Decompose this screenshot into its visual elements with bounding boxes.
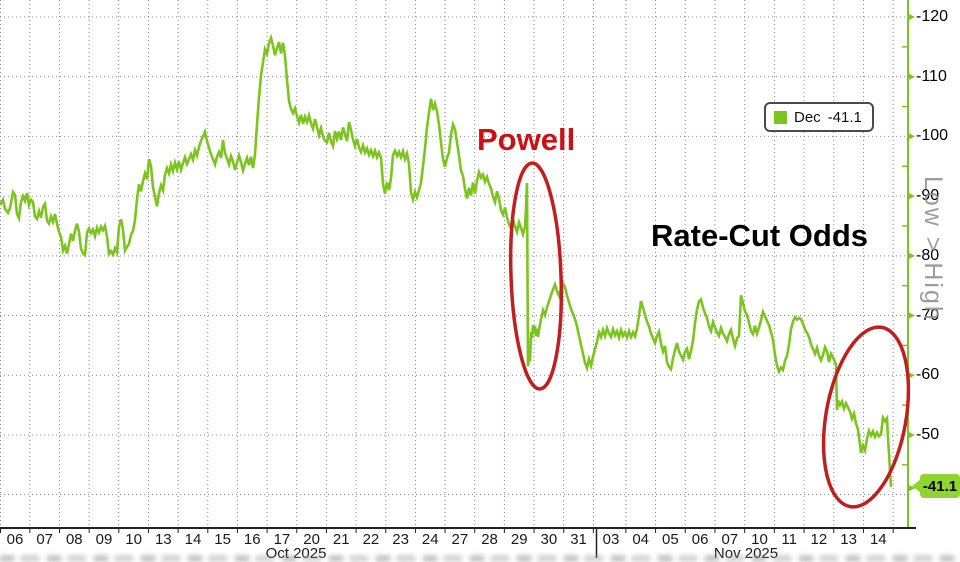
x-tick-label: 16 <box>243 531 261 548</box>
x-tick-label: 13 <box>840 531 857 548</box>
x-tick-label: 06 <box>691 531 709 548</box>
x-tick-label: 10 <box>751 531 768 548</box>
x-tick-label: 10 <box>125 531 142 548</box>
y-tick-label: -60 <box>916 366 940 384</box>
y-tick-arrow-icon <box>907 13 915 21</box>
x-tick-label: 20 <box>303 531 320 548</box>
y-tick-arrow-icon <box>907 430 915 439</box>
y-tick-arrow-icon <box>907 72 915 81</box>
highlight-ellipse <box>508 161 564 391</box>
y-tick-label: -70 <box>916 306 940 324</box>
x-tick-label: 06 <box>6 531 24 548</box>
y-tick-label: -80 <box>916 246 940 264</box>
x-tick-label: 09 <box>95 531 113 548</box>
y-tick-arrow-icon <box>907 311 915 320</box>
x-tick-label: 12 <box>810 531 828 548</box>
legend-series-label: Dec <box>794 108 821 126</box>
month-label-nov: Nov 2025 <box>713 545 779 562</box>
x-tick-label: 17 <box>273 531 291 548</box>
y-tick-label: -90 <box>916 187 940 205</box>
legend-box[interactable]: Dec -41.1 <box>764 102 874 132</box>
x-tick-label: 08 <box>65 531 83 548</box>
y-tick-arrow-icon <box>907 192 915 201</box>
legend-series-swatch-icon <box>774 110 787 124</box>
x-tick-label: 05 <box>662 531 679 548</box>
y-tick-label: -50 <box>916 425 940 443</box>
y-tick-arrow-icon <box>907 132 915 141</box>
x-tick-label: 15 <box>214 531 231 548</box>
x-tick-label: 07 <box>36 531 53 548</box>
x-tick-label: 22 <box>362 531 380 548</box>
x-tick-label: 30 <box>540 531 558 548</box>
low-high-axis-watermark: Low > High <box>919 176 947 322</box>
x-tick-label: 14 <box>184 531 202 548</box>
x-tick-label: 03 <box>602 531 620 548</box>
x-tick-label: 27 <box>451 531 469 548</box>
x-tick-label: 29 <box>510 531 528 548</box>
month-label-oct: Oct 2025 <box>265 545 327 562</box>
x-tick-label: 23 <box>392 531 409 548</box>
last-value-badge: -41.1 <box>912 474 960 498</box>
y-tick-label: -120 <box>916 8 949 25</box>
rate-cut-odds-annotation: Rate-Cut Odds <box>651 218 868 253</box>
x-tick-label: 31 <box>570 531 587 548</box>
x-tick-label: 24 <box>421 531 439 548</box>
y-tick-label: -100 <box>916 127 949 145</box>
y-tick-label: -110 <box>916 67 947 85</box>
x-tick-label: 13 <box>154 531 172 548</box>
y-tick-arrow-icon <box>907 484 915 493</box>
cropped-footer-strip <box>0 555 960 562</box>
x-tick-label: 21 <box>332 531 350 548</box>
x-tick-label: 14 <box>869 531 887 548</box>
powell-annotation: Powell <box>477 122 576 157</box>
legend-series-value: -41.1 <box>827 108 862 126</box>
x-tick-label: 07 <box>721 531 739 548</box>
rate-cut-odds-line <box>0 33 893 487</box>
x-tick-label: 28 <box>481 531 498 548</box>
y-tick-arrow-icon <box>907 251 915 260</box>
x-tick-label: 04 <box>632 531 650 548</box>
x-tick-label: 11 <box>781 531 797 548</box>
highlight-ellipse <box>821 325 911 509</box>
